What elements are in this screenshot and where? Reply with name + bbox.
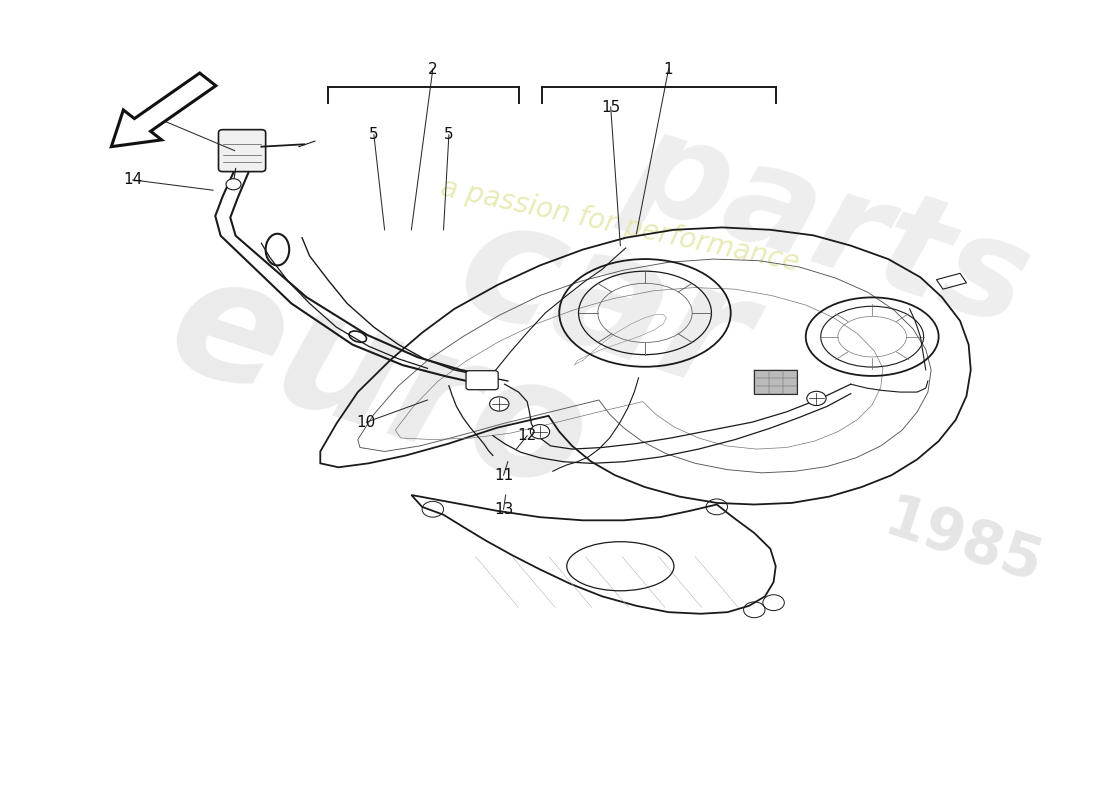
Text: 5: 5 <box>444 127 453 142</box>
Text: 1: 1 <box>663 62 673 77</box>
Text: euro: euro <box>151 241 608 528</box>
FancyArrow shape <box>111 73 216 146</box>
Text: 5: 5 <box>370 127 378 142</box>
Text: a passion for performance: a passion for performance <box>439 174 802 278</box>
Text: 10: 10 <box>356 414 376 430</box>
Text: parts: parts <box>613 98 1045 354</box>
Text: 13: 13 <box>494 502 514 517</box>
Text: car: car <box>440 182 769 428</box>
Text: 12: 12 <box>517 428 537 443</box>
Circle shape <box>226 178 241 190</box>
Bar <box>755 370 797 394</box>
Text: 3: 3 <box>145 107 155 122</box>
Circle shape <box>806 391 826 406</box>
Circle shape <box>490 397 509 411</box>
FancyBboxPatch shape <box>466 370 498 390</box>
Circle shape <box>530 425 550 438</box>
Text: 14: 14 <box>123 173 142 187</box>
FancyBboxPatch shape <box>219 130 265 172</box>
Text: 15: 15 <box>601 99 620 114</box>
Text: 1985: 1985 <box>877 490 1049 594</box>
Text: 11: 11 <box>494 468 514 482</box>
Text: 2: 2 <box>428 62 438 77</box>
